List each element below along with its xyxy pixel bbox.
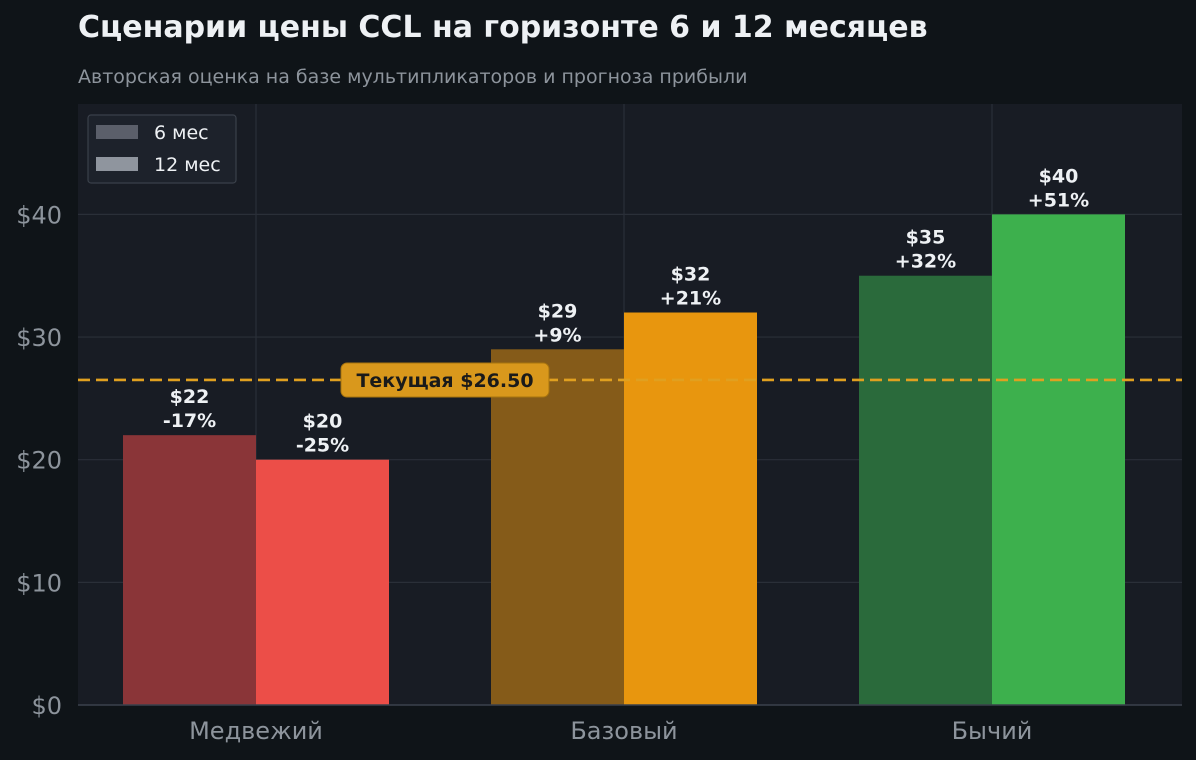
x-tick-label: Базовый <box>570 717 677 745</box>
bar-12m <box>992 214 1125 705</box>
bar-value-label: -25% <box>296 435 349 457</box>
legend-swatch <box>96 157 138 171</box>
bars <box>123 214 1125 705</box>
reference-line-group: Текущая $26.50 <box>78 362 1182 398</box>
legend: 6 мес 12 мес <box>87 114 237 184</box>
bar-value-label: -17% <box>163 410 216 432</box>
y-tick-label: $0 <box>31 692 62 720</box>
bar-value-label: $32 <box>671 264 711 286</box>
bar-6m <box>123 435 256 705</box>
bar-value-label: $29 <box>538 300 578 322</box>
y-tick-label: $40 <box>16 201 62 229</box>
bar-6m <box>491 349 624 705</box>
x-tick-label: Медвежий <box>189 717 323 745</box>
legend-label: 6 мес <box>154 122 209 144</box>
bar-labels: $22-17% $29+9% $35+32% $20-25% $32+21% $40+51… <box>163 165 1089 456</box>
bar-value-label: +21% <box>660 288 721 310</box>
y-tick-label: $10 <box>16 569 62 597</box>
bar-12m <box>624 312 757 705</box>
legend-label: 12 мес <box>154 154 221 176</box>
bar-value-label: $20 <box>303 411 343 433</box>
axes: $0 $10 $20 $30 $40 Медвежий Базовый Бычий <box>16 201 1182 745</box>
bar-value-label: +9% <box>533 324 581 346</box>
bar-value-label: $35 <box>906 227 946 249</box>
y-tick-label: $20 <box>16 447 62 475</box>
chart-title: Сценарии цены CCL на горизонте 6 и 12 ме… <box>78 10 928 45</box>
bar-value-label: +51% <box>1028 189 1089 211</box>
bar-6m <box>859 275 992 705</box>
bar-value-label: $22 <box>170 386 210 408</box>
bar-12m <box>256 459 389 705</box>
legend-swatch <box>96 125 138 139</box>
reference-line-badge <box>340 362 550 398</box>
reference-line-label: Текущая $26.50 <box>356 370 533 392</box>
x-tick-label: Бычий <box>952 717 1033 745</box>
chart-subtitle: Авторская оценка на базе мультипликаторо… <box>78 66 748 88</box>
y-tick-label: $30 <box>16 324 62 352</box>
bar-value-label: +32% <box>895 251 956 273</box>
bar-value-label: $40 <box>1039 165 1079 187</box>
